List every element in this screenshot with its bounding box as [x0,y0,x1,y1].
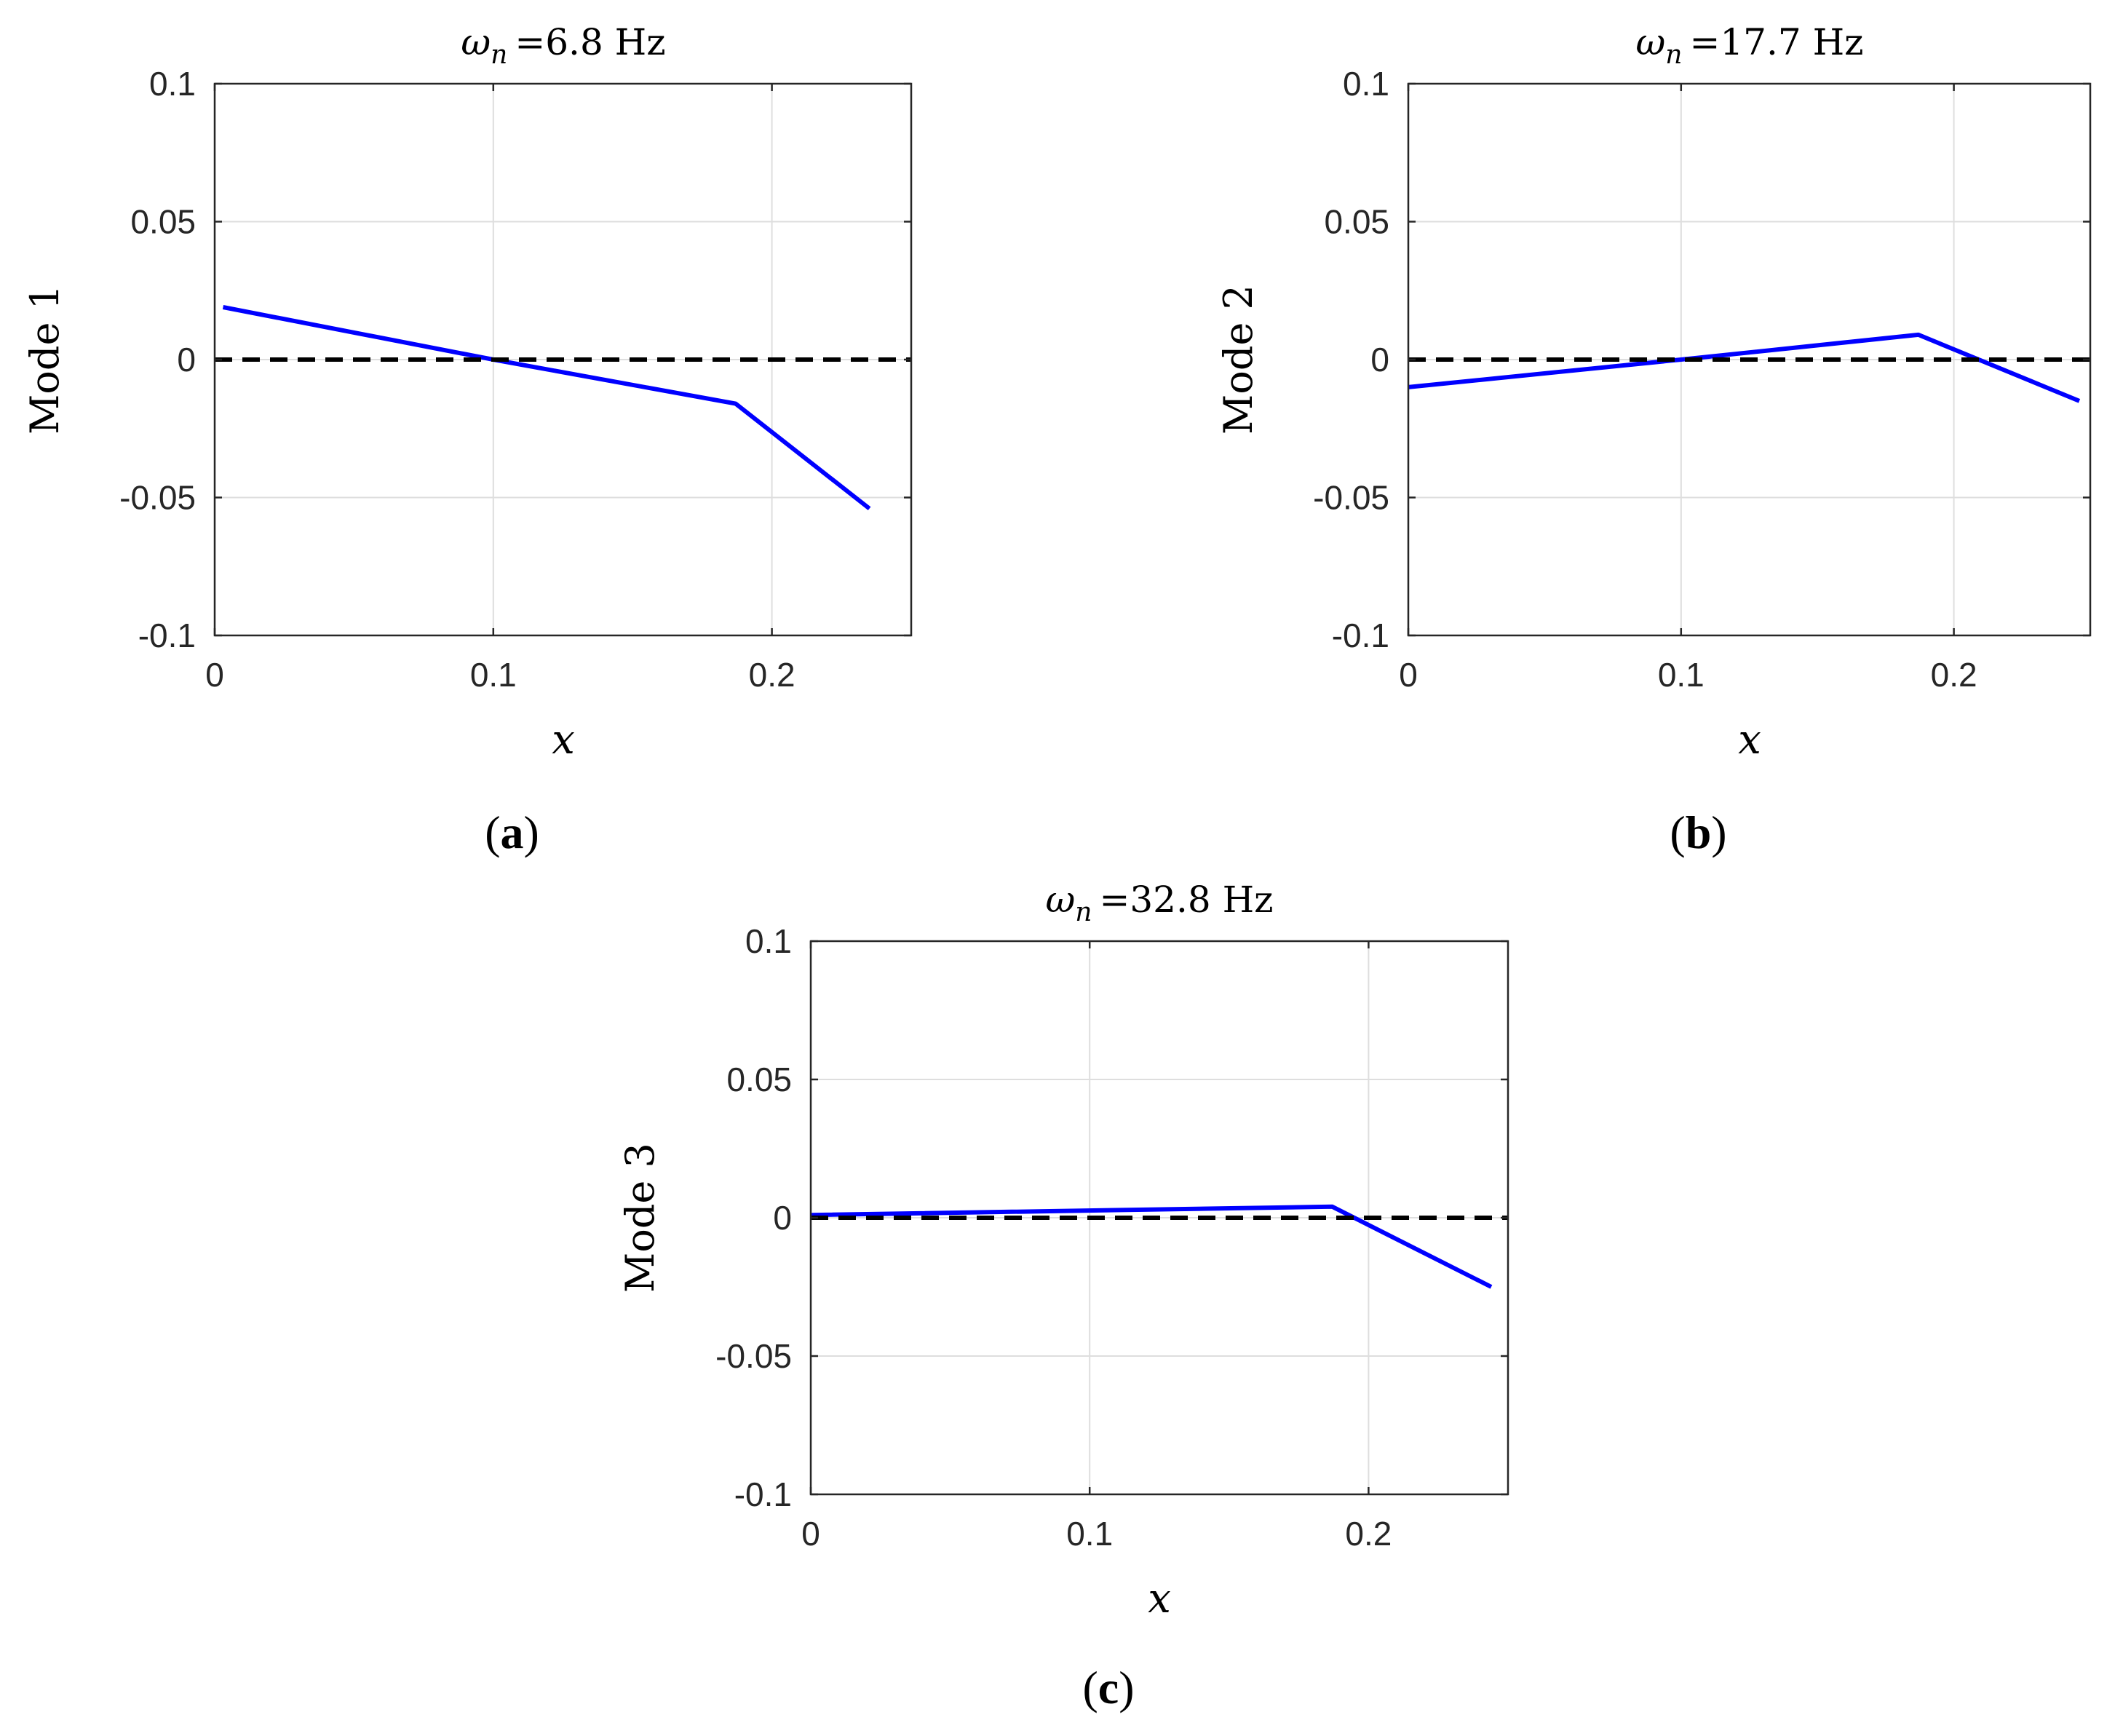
y-tick-label-a-1: -0.05 [119,479,196,517]
panel-label-c: (c) [1082,1662,1134,1713]
y-axis-label-c: Mode 3 [617,1143,663,1293]
panel-label-close-paren-b: ) [1711,806,1726,858]
x-tick-label-a-0: 0 [205,656,224,694]
y-tick-label-b-4: 0.1 [1343,65,1389,103]
x-tick-label-c-2: 0.2 [1345,1515,1392,1553]
title-symbol-a: ω [461,21,491,63]
title-symbol-c: ω [1045,879,1075,921]
x-axis-label-c: x [1148,1575,1171,1622]
y-tick-label-b-2: 0 [1370,341,1389,378]
y-axis-label-a: Mode 1 [22,285,68,435]
x-axis-label-a: x [552,716,575,764]
y-tick-label-a-3: 0.05 [130,203,196,241]
x-tick-label-a-1: 0.1 [470,656,517,694]
mode-shape-line-c [810,1204,1493,1289]
x-axis-label-b: x [1738,716,1761,764]
x-tick-label-c-1: 0.1 [1066,1515,1113,1553]
title-value-c: =32.8 Hz [1099,879,1273,921]
y-axis-label-b: Mode 2 [1215,285,1261,435]
y-tick-label-b-1: -0.05 [1313,479,1389,517]
y-tick-label-c-2: 0 [773,1199,792,1237]
title-symbol-b: ω [1635,21,1665,63]
y-tick-label-c-0: -0.1 [734,1475,792,1513]
chart-panel-a: 0 0.1 0.2 -0.1 -0.05 0 0.05 0.1 ωn =6.8 Hz Mode 1 x… [22,21,913,858]
chart-title-b: ωn =17.7 Hz [1635,21,1863,70]
y-tick-label-c-1: -0.05 [715,1337,792,1375]
panel-label-letter-a: a [501,806,524,858]
title-subscript-c: n [1075,897,1092,927]
y-tick-label-b-3: 0.05 [1324,203,1389,241]
panel-label-letter-c: c [1098,1662,1119,1713]
mode-shape-line-b [1408,332,2081,403]
chart-title-a: ωn =6.8 Hz [461,21,665,70]
title-value-b: =17.7 Hz [1689,21,1863,63]
y-tick-label-a-2: 0 [177,341,196,378]
title-value-a: =6.8 Hz [515,21,665,63]
title-subscript-a: n [491,40,507,70]
panel-label-b: (b) [1670,806,1726,858]
x-tick-label-a-2: 0.2 [749,656,795,694]
y-tick-label-b-0: -0.1 [1332,617,1389,654]
y-tick-label-a-4: 0.1 [149,65,196,103]
panel-label-letter-b: b [1686,806,1712,858]
chart-title-c: ωn =32.8 Hz [1045,879,1273,927]
y-tick-label-c-3: 0.05 [726,1061,792,1098]
panel-label-open-paren-b: ( [1670,806,1685,858]
x-tick-label-c-0: 0 [801,1515,820,1553]
title-subscript-b: n [1665,40,1682,70]
panel-label-close-paren-a: ) [524,806,539,858]
panel-label-open-paren-a: ( [485,806,500,858]
chart-panel-b: 0 0.1 0.2 -0.1 -0.05 0 0.05 0.1 ωn =17.7 Hz Mode 2… [1215,21,2092,858]
mode-shape-line-a [222,305,871,511]
x-tick-label-b-1: 0.1 [1658,656,1705,694]
chart-panel-c: 0 0.1 0.2 -0.1 -0.05 0 0.05 0.1 ωn =32.8 Hz Mode 3… [617,879,1509,1713]
y-tick-label-a-0: -0.1 [138,617,196,654]
x-tick-label-b-2: 0.2 [1931,656,1977,694]
panel-label-close-paren-c: ) [1119,1662,1134,1713]
y-tick-label-c-4: 0.1 [745,922,792,960]
x-tick-label-b-0: 0 [1399,656,1418,694]
panel-label-a: (a) [485,806,539,858]
panel-label-open-paren-c: ( [1082,1662,1098,1713]
